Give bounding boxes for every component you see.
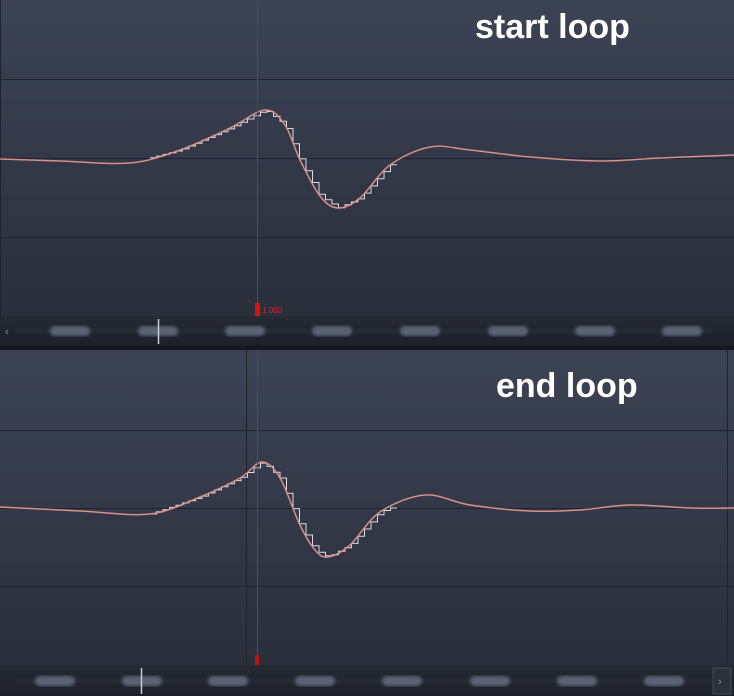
- overview-blob: [488, 326, 528, 336]
- smooth-wave: [0, 109, 734, 209]
- overview-blob: [35, 676, 75, 686]
- overview-blob: [225, 326, 265, 336]
- waveform: [0, 461, 734, 558]
- cursor-handle: [255, 303, 260, 316]
- overview-blob: [662, 326, 702, 336]
- marker-label: 1.000: [262, 306, 283, 315]
- overview: [15, 326, 712, 336]
- grid: [0, 0, 734, 316]
- overview-blob: [382, 676, 422, 686]
- overview-blob: [470, 676, 510, 686]
- overview-blob: [295, 676, 335, 686]
- overview-blob: [400, 326, 440, 336]
- cursor-handle: [255, 655, 259, 665]
- scroll-right-arrow[interactable]: ›: [718, 676, 722, 688]
- divider: [0, 346, 734, 350]
- panel-label: start loop: [475, 8, 630, 46]
- overview-blob: [575, 326, 615, 336]
- panel-label: end loop: [496, 367, 638, 405]
- smooth-wave: [0, 461, 734, 558]
- overview-blob: [557, 676, 597, 686]
- overview: [15, 676, 712, 686]
- panel-bg: [0, 350, 734, 665]
- grid: [0, 350, 734, 665]
- scroll-right-button[interactable]: [712, 667, 732, 695]
- overview-blob: [644, 676, 684, 686]
- overview-blob: [312, 326, 352, 336]
- overview-blob: [50, 326, 90, 336]
- overview-blob: [208, 676, 248, 686]
- scroll-left-arrow[interactable]: ‹: [5, 326, 9, 338]
- waveform: [0, 109, 734, 209]
